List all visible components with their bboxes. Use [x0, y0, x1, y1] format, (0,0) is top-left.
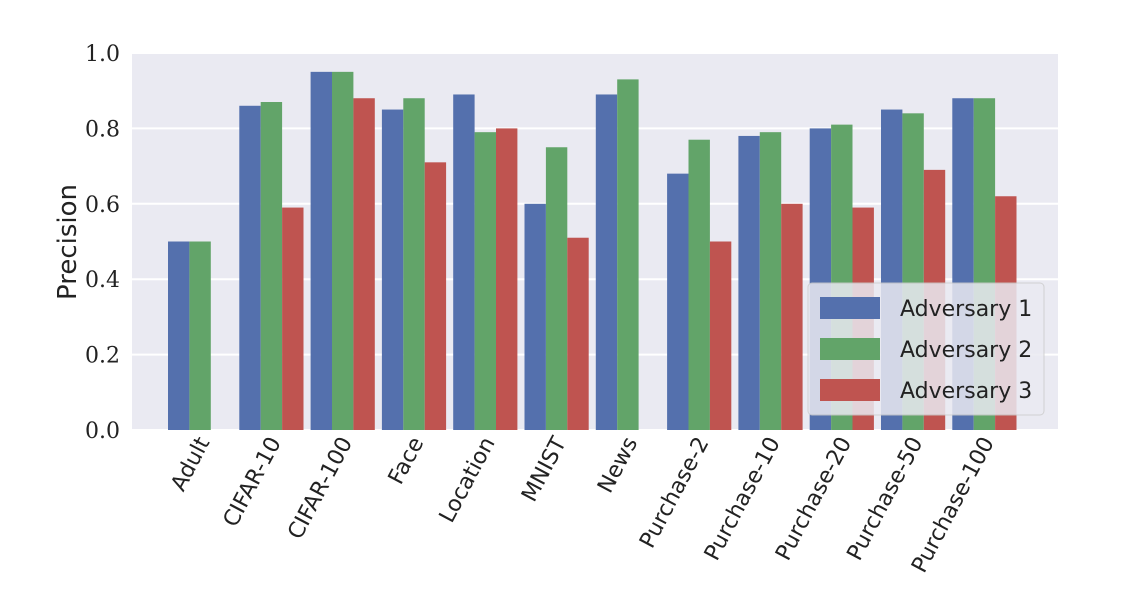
bar	[453, 94, 475, 430]
x-tick-label: Purchase-10	[700, 433, 786, 565]
y-axis-ticks: 0.0 0.2 0.4 0.6 0.8 1.0	[85, 42, 120, 444]
bar	[667, 173, 689, 430]
x-tick-label: Location	[435, 433, 501, 527]
x-tick-label: CIFAR-100	[283, 433, 358, 544]
legend-label: Adversary 3	[900, 379, 1032, 404]
x-tick-label: Purchase-20	[771, 433, 857, 565]
bar	[260, 102, 283, 430]
bar	[595, 94, 618, 430]
y-tick-label: 0.2	[85, 344, 120, 369]
x-tick-label: Adult	[166, 433, 215, 496]
bar	[759, 132, 782, 431]
bar	[496, 128, 518, 430]
bar	[567, 237, 589, 430]
x-tick-label: Purchase-2	[635, 433, 714, 552]
bar	[381, 109, 404, 431]
bar	[332, 71, 354, 430]
y-tick-label: 1.0	[85, 42, 120, 67]
y-tick-label: 0.0	[85, 419, 120, 444]
bar	[424, 162, 447, 430]
legend-swatch	[820, 297, 880, 319]
x-tick-label: MNIST	[517, 433, 572, 506]
legend-swatch	[820, 379, 880, 401]
bar	[617, 79, 639, 430]
bar	[403, 98, 425, 431]
bar	[524, 203, 546, 430]
bar	[738, 135, 760, 430]
y-tick-label: 0.6	[85, 193, 120, 218]
x-tick-label: Face	[384, 433, 429, 489]
x-tick-label: News	[593, 433, 643, 497]
bar	[168, 241, 190, 430]
legend-swatch	[820, 338, 880, 360]
legend: Adversary 1 Adversary 2 Adversary 3	[807, 282, 1045, 416]
bar	[545, 147, 568, 430]
legend-label: Adversary 1	[900, 297, 1032, 322]
bar	[239, 105, 261, 430]
bar	[310, 71, 332, 430]
bar	[474, 132, 496, 431]
bar	[282, 207, 304, 430]
x-tick-label: CIFAR-10	[219, 433, 287, 531]
bar	[189, 241, 211, 430]
y-tick-label: 0.8	[85, 117, 120, 142]
legend-label: Adversary 2	[900, 338, 1032, 363]
y-tick-label: 0.4	[85, 268, 120, 293]
y-axis-label: Precision	[53, 184, 83, 300]
bar	[688, 139, 710, 430]
x-tick-label: Purchase-50	[843, 433, 929, 565]
bar	[709, 241, 732, 430]
bar	[353, 98, 375, 431]
bar	[781, 203, 803, 430]
